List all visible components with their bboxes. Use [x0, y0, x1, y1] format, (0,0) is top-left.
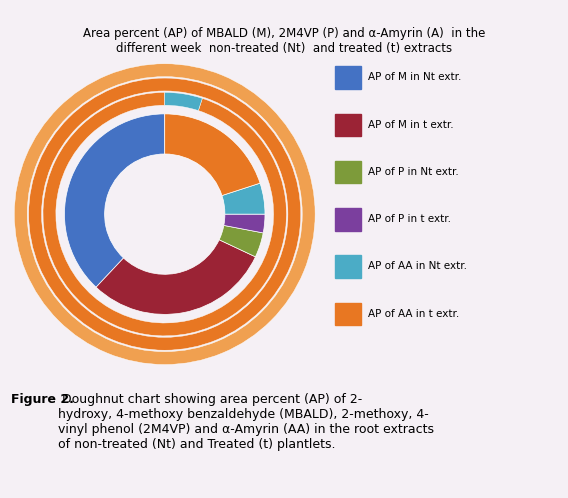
Wedge shape	[165, 114, 260, 196]
Text: AP of M in Nt extr.: AP of M in Nt extr.	[368, 72, 461, 82]
Text: different week  non-treated (Nt)  and treated (t) extracts: different week non-treated (Nt) and trea…	[116, 42, 452, 55]
Text: Doughnut chart showing area percent (AP) of 2-
hydroxy, 4-methoxy benzaldehyde (: Doughnut chart showing area percent (AP)…	[58, 393, 434, 451]
Wedge shape	[64, 114, 165, 287]
Text: AP of P in Nt extr.: AP of P in Nt extr.	[368, 167, 459, 177]
Wedge shape	[222, 183, 265, 214]
Wedge shape	[14, 64, 315, 365]
Text: Area percent (AP) of MBALD (M), 2M4VP (P) and α-Amyrin (A)  in the: Area percent (AP) of MBALD (M), 2M4VP (P…	[83, 27, 485, 40]
Wedge shape	[43, 93, 286, 336]
Wedge shape	[96, 240, 256, 314]
Wedge shape	[219, 226, 263, 257]
Text: AP of M in t extr.: AP of M in t extr.	[368, 120, 454, 129]
Text: AP of AA in t extr.: AP of AA in t extr.	[368, 309, 460, 319]
Text: AP of AA in Nt extr.: AP of AA in Nt extr.	[368, 261, 467, 271]
Text: AP of P in t extr.: AP of P in t extr.	[368, 214, 451, 224]
Wedge shape	[28, 78, 301, 350]
Wedge shape	[165, 93, 202, 111]
Wedge shape	[224, 214, 265, 233]
Text: Figure 2.: Figure 2.	[11, 393, 74, 406]
